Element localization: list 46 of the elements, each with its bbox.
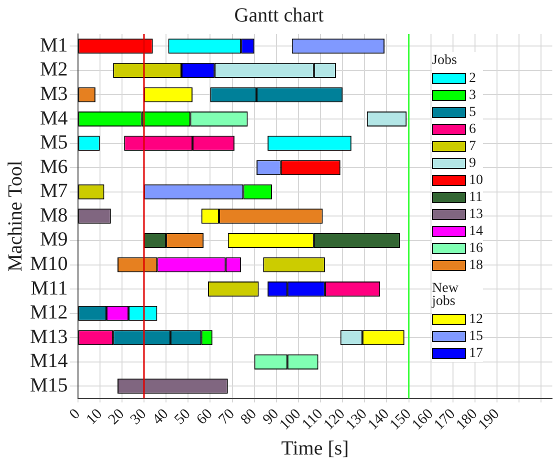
x-tick-label: 60 xyxy=(194,406,216,428)
legend-label: 3 xyxy=(469,87,476,104)
x-tick-label: 100 xyxy=(276,406,304,434)
legend-label: 5 xyxy=(469,104,476,121)
chart-title: Gantt chart xyxy=(234,4,324,26)
y-tick-label: M8 xyxy=(40,204,68,226)
y-tick-label: M9 xyxy=(40,228,68,251)
x-tick-label: 0 xyxy=(66,406,84,423)
x-tick-label: 30 xyxy=(128,406,150,428)
y-tick-label: M11 xyxy=(30,277,68,300)
y-tick-label: M13 xyxy=(30,326,68,348)
x-tick-label: 190 xyxy=(475,406,503,434)
legend-label: 14 xyxy=(469,223,483,240)
y-tick-label: M7 xyxy=(40,180,68,202)
x-axis-title: Time [s] xyxy=(281,437,349,460)
legend-label: 9 xyxy=(469,155,476,172)
y-tick-label: M14 xyxy=(30,350,68,372)
y-tick-label: M1 xyxy=(40,34,68,56)
legend-label: 13 xyxy=(469,206,483,223)
x-tick-label: 10 xyxy=(84,406,106,428)
x-tick-label: 20 xyxy=(106,406,128,428)
annotation: New jobs xyxy=(432,281,460,309)
y-tick-label: M10 xyxy=(30,253,68,276)
x-tick-label: 40 xyxy=(150,406,172,428)
legend-title: Jobs xyxy=(432,53,458,68)
legend-label: 11 xyxy=(469,189,482,206)
y-tick-label: M2 xyxy=(40,58,68,81)
y-tick-label: M12 xyxy=(30,302,68,324)
y-axis-title: Machine Tool xyxy=(4,160,26,272)
legend-label: 12 xyxy=(469,311,483,328)
y-tick-label: M3 xyxy=(40,82,68,105)
y-tick-label: M4 xyxy=(40,107,68,130)
legend-label: 10 xyxy=(469,172,483,189)
x-tick-label: 70 xyxy=(216,406,238,428)
legend-label: 2 xyxy=(469,70,476,87)
legend-label: 18 xyxy=(469,257,483,274)
y-tick-label: M5 xyxy=(40,132,68,154)
legend-label: 15 xyxy=(469,328,483,345)
y-tick-label: M6 xyxy=(40,156,68,178)
x-tick-label: 50 xyxy=(172,406,194,428)
legend-label: 6 xyxy=(469,121,476,138)
legend-label: 7 xyxy=(469,138,476,155)
x-tick-label: 80 xyxy=(238,406,260,428)
legend-label: 17 xyxy=(469,345,483,362)
legend-label: 16 xyxy=(469,240,483,257)
y-tick-label: M15 xyxy=(30,374,68,396)
